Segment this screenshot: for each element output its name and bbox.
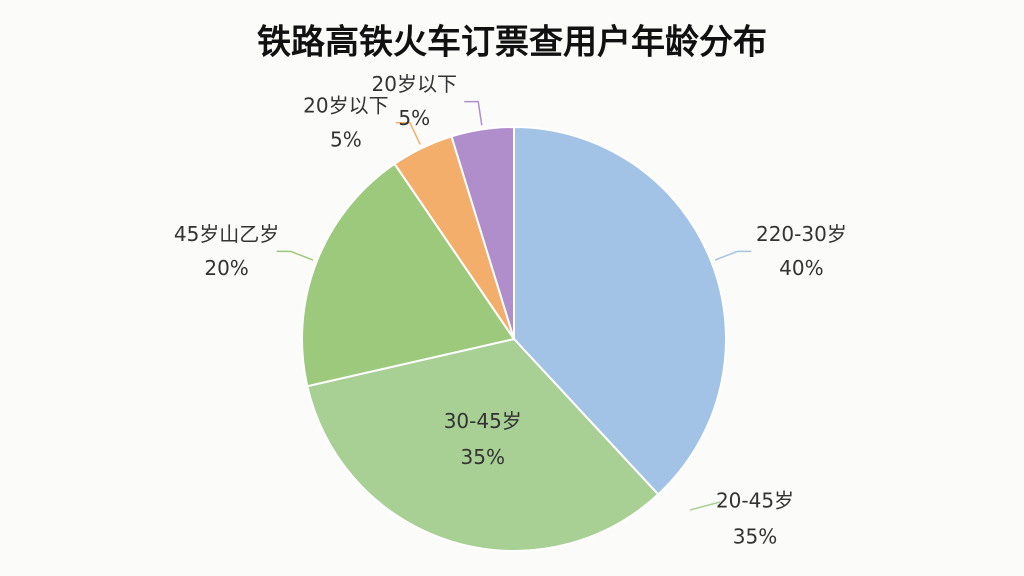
slice-label: 20岁以下 bbox=[372, 72, 457, 96]
pie-slice bbox=[450, 125, 515, 340]
slice-value: 20% bbox=[204, 256, 248, 280]
slice-value: 35% bbox=[461, 445, 505, 469]
slice-label: 30-45岁 bbox=[444, 409, 522, 433]
slice-label: 45岁山乙岁 bbox=[174, 222, 279, 246]
leader-line bbox=[714, 250, 752, 261]
leader-line bbox=[464, 100, 483, 126]
pie-slice bbox=[306, 337, 660, 552]
leader-line bbox=[689, 501, 721, 511]
pie bbox=[301, 125, 727, 552]
slice-label: 20岁以下 bbox=[303, 93, 388, 117]
pie-slice bbox=[513, 125, 727, 496]
slice-value: 5% bbox=[330, 127, 362, 151]
chart-title: 铁路高铁火车订票查用户年龄分布 bbox=[257, 23, 767, 63]
pie-slice bbox=[301, 162, 516, 388]
leader-line bbox=[276, 250, 314, 261]
slice-label: 220-30岁 bbox=[756, 222, 847, 246]
annotation-label: 20-45岁 bbox=[716, 489, 794, 513]
annotation-value: 35% bbox=[733, 525, 777, 549]
slice-value: 40% bbox=[779, 256, 823, 280]
slice-value: 5% bbox=[398, 106, 430, 130]
leader-line bbox=[395, 122, 421, 145]
